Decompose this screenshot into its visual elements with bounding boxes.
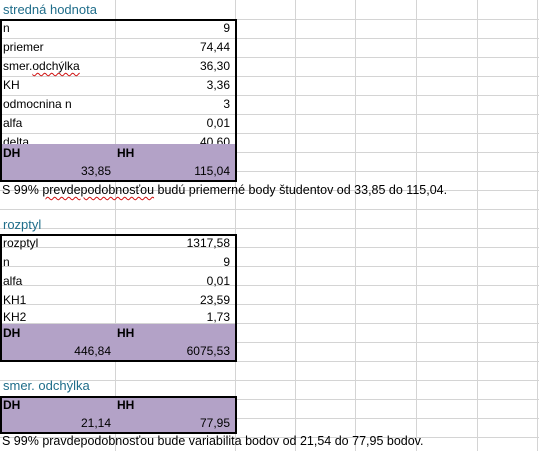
smer-conclusion[interactable]: S 99% pravdepodobnosťou bude variabilita… [2, 432, 423, 451]
stredna-label-odmocnina[interactable]: odmocnina n [3, 97, 72, 111]
rozptyl-table-border [0, 234, 237, 362]
stredna-dh-label[interactable]: DH [3, 146, 21, 160]
smer-odchylka-prefix: smer. [3, 59, 33, 73]
rozptyl-value-kh1[interactable]: 23,59 [199, 293, 230, 307]
stredna-value-priemer[interactable]: 74,44 [199, 40, 230, 54]
stredna-hh-value[interactable]: 115,04 [194, 164, 230, 178]
rozptyl-result-fill [0, 324, 237, 362]
stredna-label-kh[interactable]: KH [3, 78, 20, 92]
stredna-value-odmocnina[interactable]: 3 [223, 97, 230, 111]
stredna-result-fill [0, 144, 237, 182]
smer-odchylka-word: odchýlka [32, 59, 80, 73]
smer-dh-value[interactable]: 21,14 [80, 416, 111, 430]
stredna-hh-label[interactable]: HH [117, 146, 135, 160]
rozptyl-dh-label[interactable]: DH [3, 326, 21, 340]
stredna-label-alfa[interactable]: alfa [3, 116, 23, 130]
rozptyl-label-kh2[interactable]: KH2 [3, 310, 27, 324]
stredna-label-n[interactable]: n [3, 21, 10, 35]
stredna-value-kh[interactable]: 3,36 [206, 78, 230, 92]
rozptyl-title[interactable]: rozptyl [3, 217, 42, 232]
smer-hh-value[interactable]: 77,95 [199, 416, 230, 430]
smer-note-prefix: S 99% [2, 434, 43, 448]
stredna-value-smer-odchylka[interactable]: 36,30 [199, 59, 230, 73]
smer-note-suffix: bude variabilita bodov od 21,54 do 77,95… [154, 434, 424, 448]
smer-odchylka-title[interactable]: smer. odchýlka [3, 378, 90, 393]
stredna-label-smer-odchylka[interactable]: smer.odchýlka [3, 57, 80, 76]
smer-table-border [0, 396, 237, 434]
stredna-hodnota-title[interactable]: stredná hodnota [3, 2, 97, 17]
stredna-value-alfa[interactable]: 0,01 [206, 116, 230, 130]
stredna-table-border [0, 19, 237, 182]
smer-result-fill [0, 396, 237, 434]
stredna-note-prefix: S 99% [2, 183, 43, 197]
rozptyl-label-rozptyl[interactable]: rozptyl [3, 236, 39, 250]
rozptyl-value-alfa[interactable]: 0,01 [206, 274, 230, 288]
rozptyl-label-kh1[interactable]: KH1 [3, 293, 27, 307]
smer-note-word: pravdepodobnosťou [42, 434, 155, 448]
stredna-note-suffix: budú priemerné body študentov od 33,85 d… [154, 183, 448, 197]
stredna-label-priemer[interactable]: priemer [3, 40, 44, 54]
stredna-note-word: prevdepodobnosťou [42, 183, 155, 197]
rozptyl-value-rozptyl[interactable]: 1317,58 [186, 236, 230, 250]
rozptyl-hh-value[interactable]: 6075,53 [186, 344, 230, 358]
stredna-value-n[interactable]: 9 [223, 21, 230, 35]
rozptyl-hh-label[interactable]: HH [117, 326, 135, 340]
rozptyl-value-n[interactable]: 9 [223, 255, 230, 269]
rozptyl-label-n[interactable]: n [3, 255, 10, 269]
stredna-dh-value[interactable]: 33,85 [80, 164, 111, 178]
smer-dh-label[interactable]: DH [3, 398, 21, 412]
stredna-conclusion[interactable]: S 99% prevdepodobnosťou budú priemerné b… [2, 181, 447, 200]
smer-hh-label[interactable]: HH [117, 398, 135, 412]
rozptyl-dh-value[interactable]: 446,84 [74, 344, 111, 358]
rozptyl-label-alfa[interactable]: alfa [3, 274, 23, 288]
rozptyl-value-kh2[interactable]: 1,73 [206, 310, 230, 324]
